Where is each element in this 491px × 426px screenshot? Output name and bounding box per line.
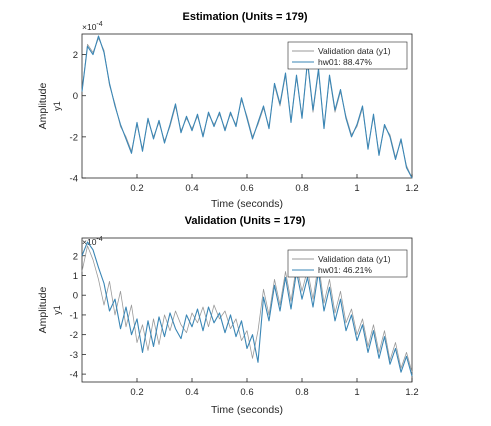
validation-y-tick-label: 2	[73, 251, 78, 262]
validation-model-line	[81, 241, 413, 377]
validation-x-tick-label: 0.8	[295, 387, 308, 398]
estimation-panel: Estimation (Units = 179) -4-202 0.2 0.4 0.…	[37, 11, 419, 210]
estimation-legend: Validation data (y1) hw01: 88.47%	[287, 41, 408, 70]
estimation-exponent: ×10-4	[82, 21, 103, 32]
validation-legend: Validation data (y1) hw01: 46.21%	[287, 249, 408, 278]
estimation-y-ticks: -4 -2 0 2	[70, 50, 86, 185]
estimation-model-line	[81, 35, 413, 179]
validation-x-tick-label: 0.4	[185, 387, 198, 398]
validation-exponent: ×10-4	[82, 236, 103, 247]
validation-legend-box	[287, 249, 408, 278]
validation-x-tick-label: 1	[354, 387, 359, 398]
validation-y-sublabel: y1	[52, 305, 62, 315]
validation-y-tick-label: 1	[73, 271, 78, 282]
validation-y-tick-label: -3	[70, 350, 78, 361]
estimation-y-sublabel: y1	[52, 101, 62, 111]
estimation-title: Estimation (Units = 179)	[182, 11, 307, 23]
estimation-legend-model: hw01: 88.47%	[318, 57, 372, 67]
estimation-x-tick-label: 0.4	[185, 183, 198, 194]
validation-legend-model: hw01: 46.21%	[318, 265, 372, 275]
estimation-x-tick-label: 0.8	[295, 183, 308, 194]
validation-x-label: Time (seconds)	[211, 404, 283, 416]
estimation-y-tick-label: -4	[70, 174, 78, 185]
estimation-x-ticks: 0.2 0.4 0.6 0.8 1 1.2	[130, 174, 419, 194]
estimation-series	[81, 35, 413, 179]
estimation-legend-validation: Validation data (y1)	[318, 46, 391, 56]
validation-y-tick-label: -2	[70, 330, 78, 341]
validation-y-ticks: -4 -3 -2 -1 0 1 2	[70, 251, 86, 381]
validation-x-ticks: 0.2 0.4 0.6 0.8 1 1.2	[130, 378, 419, 398]
estimation-x-label: Time (seconds)	[211, 198, 283, 210]
validation-y-tick-label: -4	[70, 370, 78, 381]
estimation-legend-box	[287, 41, 408, 70]
validation-legend-validation: Validation data (y1)	[318, 254, 391, 264]
estimation-y-tick-label: 0	[73, 91, 78, 102]
estimation-x-tick-label: 1	[354, 183, 359, 194]
validation-x-tick-label: 0.6	[240, 387, 253, 398]
validation-x-tick-label: 1.2	[405, 387, 418, 398]
validation-panel: Validation (Units = 179) -4 -3 -2 -1 0 1 2 0.2…	[37, 215, 419, 416]
validation-validation-data-line	[81, 245, 413, 373]
validation-y-tick-label: -1	[70, 310, 78, 321]
validation-x-tick-label: 0.2	[130, 387, 143, 398]
estimation-x-tick-label: 0.2	[130, 183, 143, 194]
validation-y-label: Amplitude	[37, 287, 49, 334]
validation-series	[81, 241, 413, 377]
estimation-x-tick-label: 0.6	[240, 183, 253, 194]
estimation-y-label: Amplitude	[37, 83, 49, 130]
estimation-y-tick-label: -2	[70, 132, 78, 143]
validation-title: Validation (Units = 179)	[185, 215, 306, 227]
estimation-x-tick-label: 1.2	[405, 183, 418, 194]
estimation-y-tick-label: 2	[73, 50, 78, 61]
validation-y-tick-label: 0	[73, 291, 78, 302]
